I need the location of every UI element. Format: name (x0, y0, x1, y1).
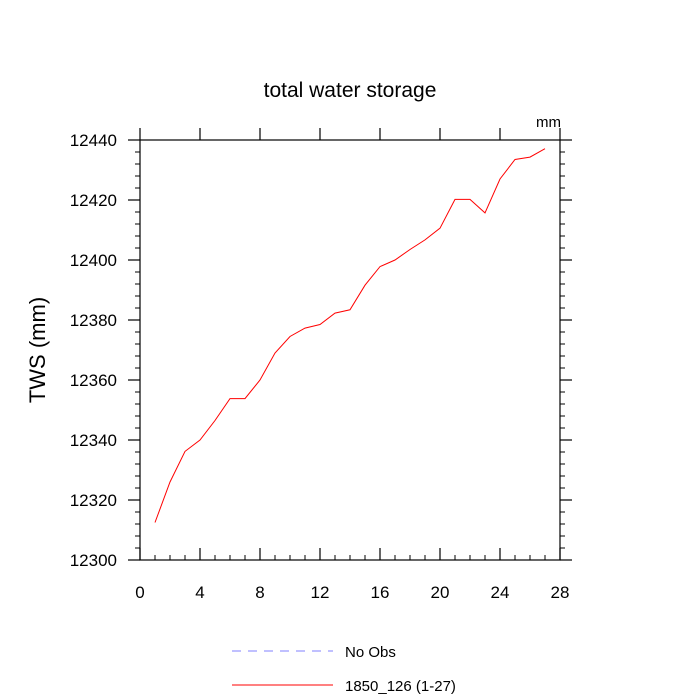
y-tick-label: 12420 (70, 191, 117, 210)
x-tick-label: 4 (195, 583, 204, 602)
plot-area (154, 148, 546, 523)
y-tick-label: 12440 (70, 131, 117, 150)
legend-label: 1850_126 (1-27) (345, 678, 456, 695)
chart-title: total water storage (264, 79, 437, 102)
legend: No Obs 1850_126 (1-27) (232, 644, 456, 695)
y-tick-label: 12300 (70, 551, 117, 570)
y-tick-label: 12380 (70, 311, 117, 330)
plot-frame (139, 139, 561, 561)
units-label: mm (536, 114, 561, 131)
x-tick-label: 12 (311, 583, 330, 602)
x-tick-label: 28 (551, 583, 570, 602)
x-tick-label: 20 (431, 583, 450, 602)
x-tick-label: 16 (371, 583, 390, 602)
series-line (154, 148, 546, 523)
tick-labels: 0 4 8 12 16 20 24 28 12300 12320 12340 12360 12380 12… (70, 131, 570, 602)
legend-label: No Obs (345, 644, 396, 661)
y-axis-label: TWS (mm) (25, 297, 50, 403)
y-tick-label: 12340 (70, 431, 117, 450)
y-tick-label: 12360 (70, 371, 117, 390)
x-tick-label: 24 (491, 583, 510, 602)
x-tick-label: 8 (255, 583, 264, 602)
y-tick-label: 12400 (70, 251, 117, 270)
y-tick-label: 12320 (70, 491, 117, 510)
axis-ticks (128, 128, 572, 561)
x-tick-label: 0 (135, 583, 144, 602)
